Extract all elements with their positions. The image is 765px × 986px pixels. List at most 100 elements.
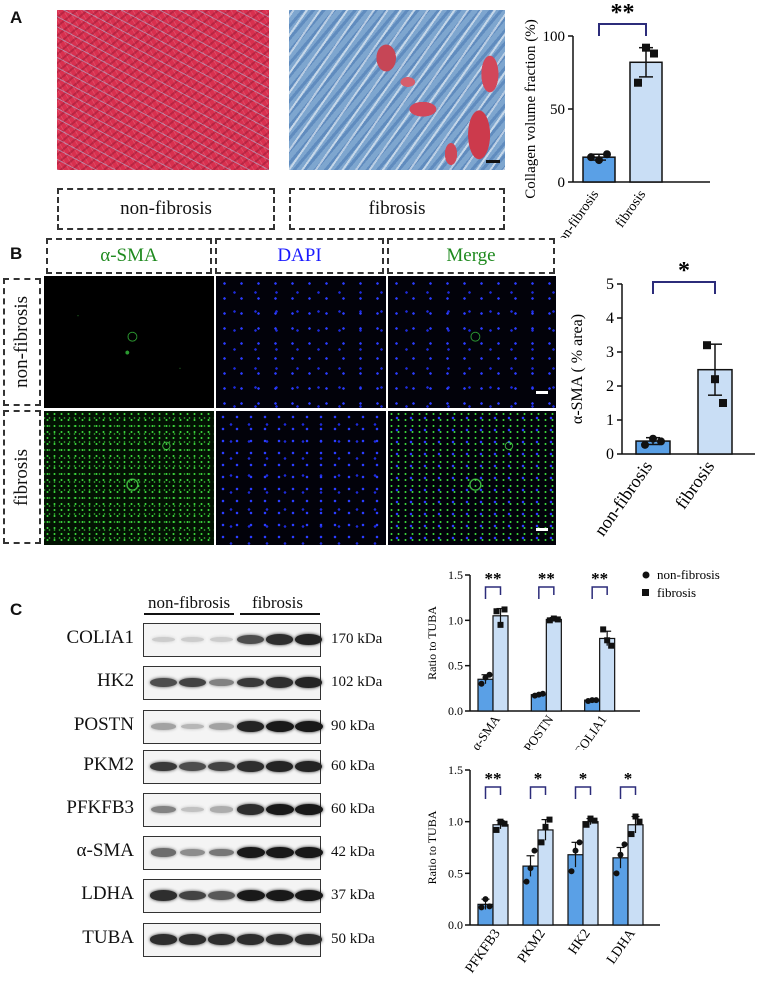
significance-stars: ** xyxy=(611,0,635,26)
y-axis-label: Collagen volume fraction (%) xyxy=(523,19,539,199)
x-tick-label: POSTN xyxy=(520,712,556,750)
fluor-asma-fibrosis xyxy=(44,411,214,545)
blot-row xyxy=(143,710,323,744)
fluor-merge-non-fibrosis xyxy=(388,276,556,408)
x-tick-label: non-fibrosis xyxy=(551,188,602,238)
x-tick-label: non-fibrosis xyxy=(590,457,656,540)
significance-stars: ** xyxy=(591,569,608,588)
data-point xyxy=(568,868,575,875)
x-tick-label: HK2 xyxy=(566,927,594,958)
bar-LDHA-fibrosis xyxy=(627,824,644,926)
y-tick-label: 1.5 xyxy=(448,568,463,582)
blot-band xyxy=(151,723,176,730)
blot-band xyxy=(236,804,265,815)
data-point xyxy=(587,815,594,822)
significance-bracket xyxy=(591,586,608,599)
y-tick-label: 0.0 xyxy=(448,918,463,932)
y-tick-label: 1 xyxy=(606,412,614,429)
group-line-non-fibrosis xyxy=(144,613,234,615)
blot-kda: 37 kDa xyxy=(331,887,375,903)
data-point xyxy=(628,831,635,838)
scale-bar-a xyxy=(486,160,500,163)
y-axis-label: Ratio to TUBA xyxy=(425,606,439,680)
data-point xyxy=(608,642,615,649)
data-point xyxy=(478,904,485,911)
data-point xyxy=(703,341,711,350)
fluor-asma-non-fibrosis xyxy=(44,276,214,408)
blot-band xyxy=(294,634,323,645)
row-label-non-fibrosis: non-fibrosis xyxy=(3,278,41,406)
blot-row xyxy=(143,879,323,913)
blot-band xyxy=(208,848,235,857)
data-point xyxy=(531,847,538,854)
significance-stars: * xyxy=(678,258,690,284)
blot-label: TUBA xyxy=(82,927,134,948)
significance-bracket xyxy=(529,786,547,799)
blot-band xyxy=(207,934,236,945)
scale-bar-b2 xyxy=(536,528,548,531)
blot-kda: 102 kDa xyxy=(331,674,383,690)
blot-row xyxy=(143,623,323,657)
blot-band xyxy=(294,934,323,945)
blot-label: HK2 xyxy=(97,670,134,691)
blot-row xyxy=(143,923,323,957)
blot-band xyxy=(236,677,265,688)
blot-band xyxy=(265,847,294,858)
blot-band xyxy=(294,804,323,815)
blot-kda: 50 kDa xyxy=(331,931,375,947)
blot-band xyxy=(180,723,205,730)
x-tick-label: PFKFB3 xyxy=(463,927,504,976)
blot-band xyxy=(150,677,177,688)
blot-row xyxy=(143,836,323,870)
blot-band xyxy=(149,934,178,945)
blot-band xyxy=(294,761,323,772)
blot-band xyxy=(181,636,204,643)
blot-label: LDHA xyxy=(81,883,134,904)
y-tick-label: 4 xyxy=(606,310,614,327)
x-tick-label: COLIA1 xyxy=(571,712,610,750)
fluor-dapi-non-fibrosis xyxy=(216,276,386,408)
y-tick-label: 0 xyxy=(558,175,566,191)
data-point xyxy=(493,826,500,833)
y-tick-label: 0.5 xyxy=(448,866,463,880)
data-point xyxy=(493,608,500,615)
data-point xyxy=(539,690,546,697)
significance-bracket xyxy=(538,586,555,599)
chart-ratio-2: 0.0 0.5 1.0 1.5 Ratio to TUBA ** PFKFB3 * PKM2 * H… xyxy=(425,763,660,976)
legend-marker xyxy=(642,571,650,579)
significance-stars: ** xyxy=(485,769,502,788)
blot-band xyxy=(209,723,234,730)
channel-header-dapi: DAPI xyxy=(215,238,384,274)
blot-band xyxy=(265,634,294,645)
significance-stars: ** xyxy=(538,569,555,588)
data-point xyxy=(632,813,639,820)
significance-bracket xyxy=(574,786,592,799)
panel-a-letter: A xyxy=(10,8,23,27)
panel-c-letter: C xyxy=(10,600,23,619)
data-point xyxy=(604,637,611,644)
data-point xyxy=(486,671,493,678)
data-point xyxy=(501,820,508,827)
data-point xyxy=(621,841,628,848)
blot-row xyxy=(143,750,323,784)
scale-bar-b1 xyxy=(536,391,548,394)
y-tick-label: 1.5 xyxy=(448,763,463,777)
data-point xyxy=(641,440,649,449)
fluor-merge-fibrosis xyxy=(388,411,556,545)
data-point xyxy=(603,150,611,159)
channel-label-dapi: DAPI xyxy=(277,245,322,266)
blot-band xyxy=(179,677,206,688)
y-tick-label: 1.0 xyxy=(448,815,463,829)
data-point xyxy=(642,43,650,52)
caption-non-fibrosis-a: non-fibrosis xyxy=(57,188,275,230)
blot-band xyxy=(265,761,294,772)
channel-label-merge: Merge xyxy=(446,245,496,266)
legend-marker xyxy=(642,589,649,596)
significance-stars: * xyxy=(624,769,633,788)
blot-band xyxy=(179,890,206,901)
data-point xyxy=(636,818,643,825)
bar-COLIA1-fibrosis xyxy=(599,637,616,712)
blot-band xyxy=(265,677,294,688)
data-point xyxy=(613,870,620,877)
